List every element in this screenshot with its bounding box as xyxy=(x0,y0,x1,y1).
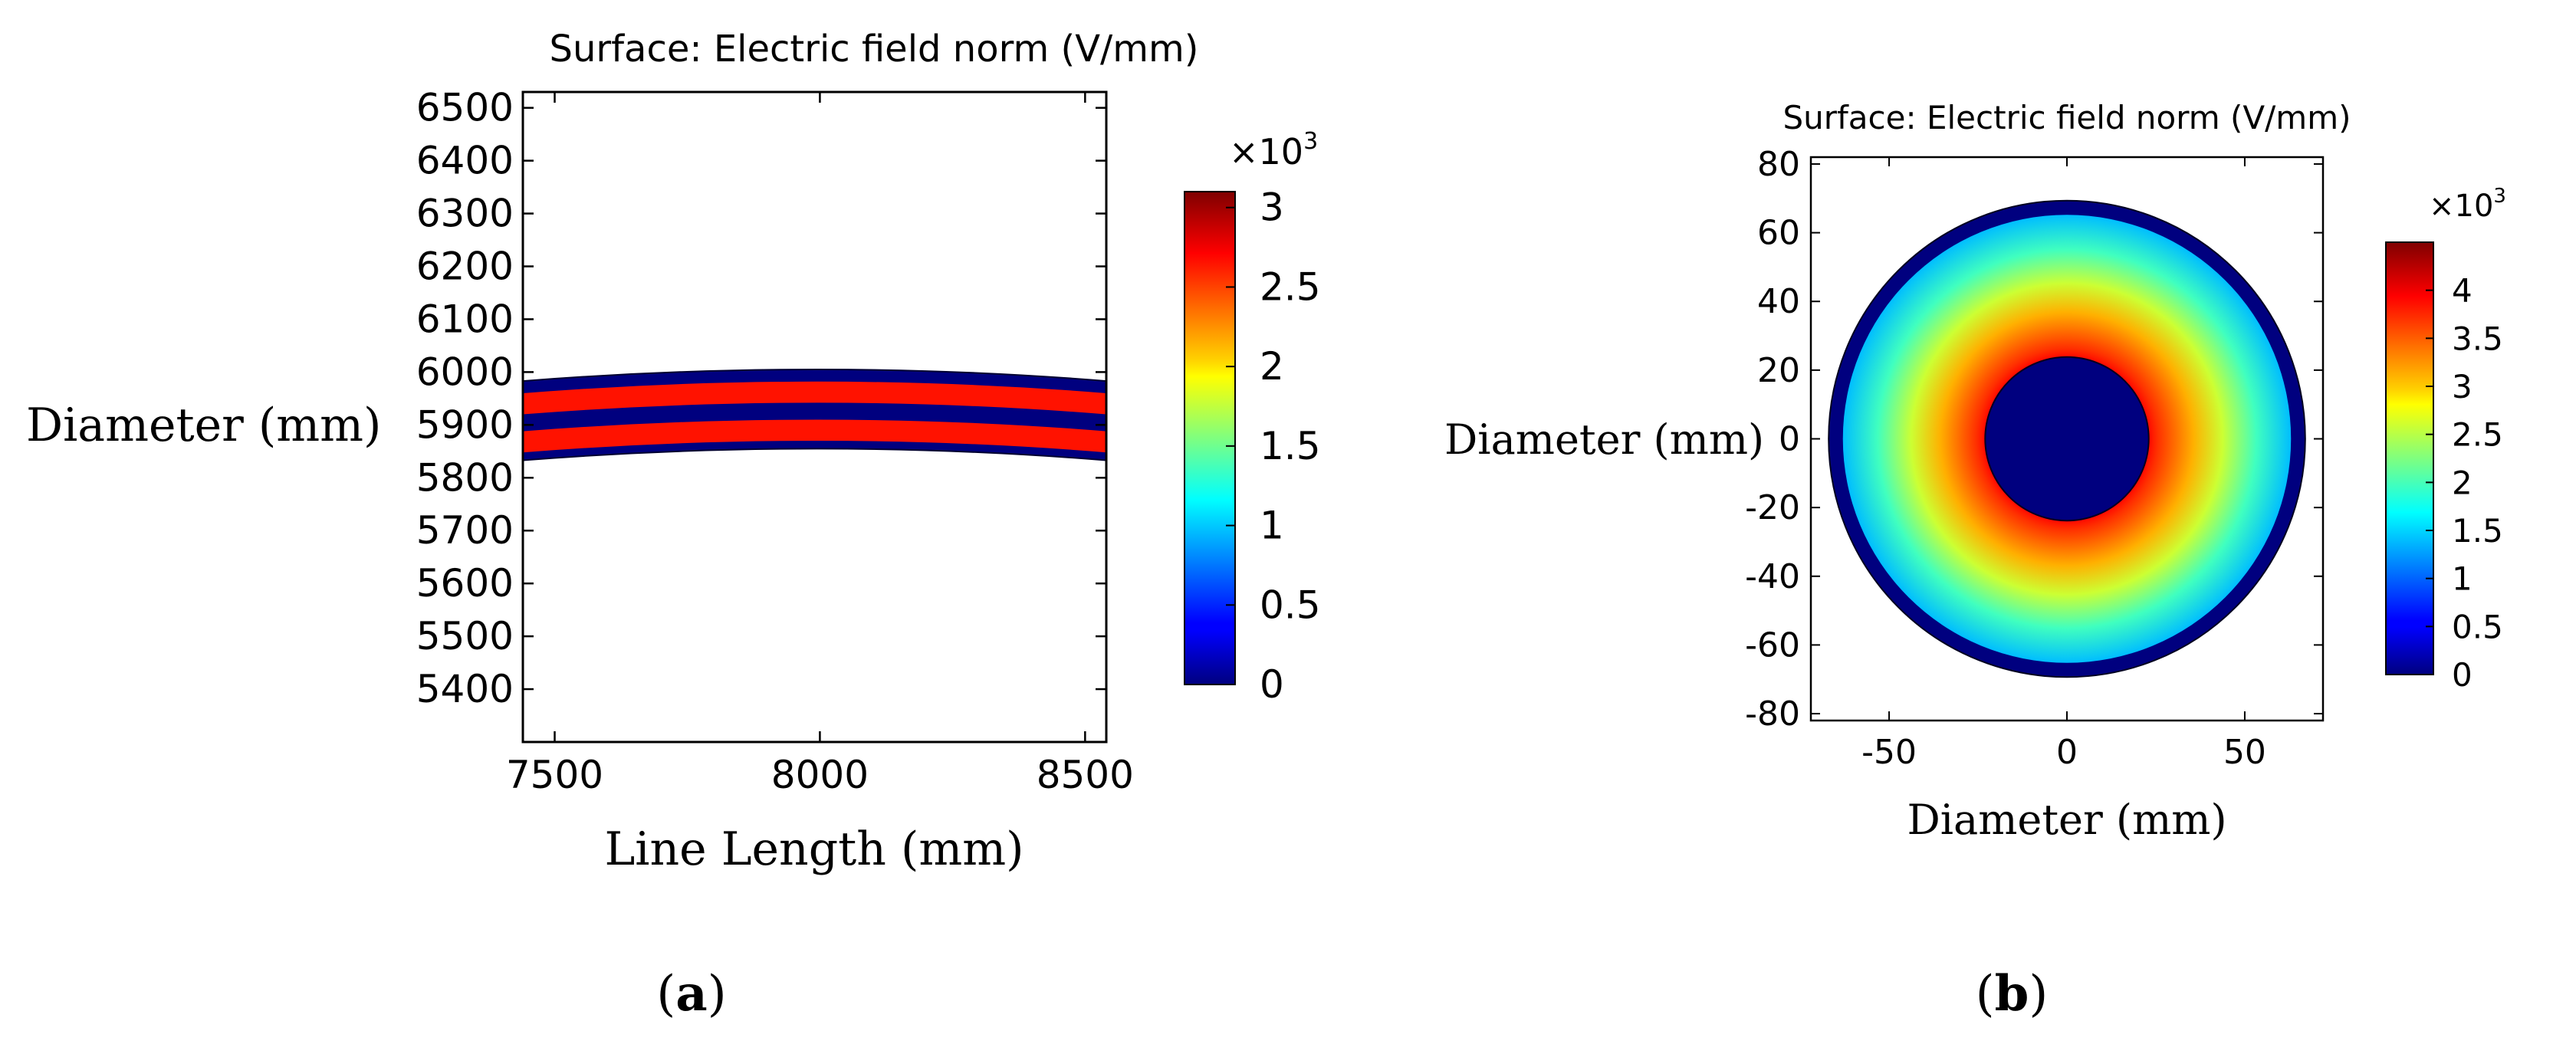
colorbar-tick-label: 1.5 xyxy=(2452,512,2503,550)
cable-cross-section xyxy=(1828,199,2306,678)
panel-b: Surface: Electric field norm (V/mm) -50 0… xyxy=(1444,99,2506,1023)
y-tick-label: 0 xyxy=(1779,420,1800,459)
chart-title: Surface: Electric field norm (V/mm) xyxy=(1783,99,2351,136)
colorbar-tick-label: 0.5 xyxy=(2452,608,2503,645)
y-tick-label: 40 xyxy=(1757,282,1800,321)
y-tick-label: 5900 xyxy=(416,402,514,447)
colorbar-tick-label: 3.5 xyxy=(2452,320,2503,357)
x-tick-label: 8500 xyxy=(1037,753,1134,797)
plot-area: 7500 8000 8500 5400 5500 5600 5700 5800 5900 6000… xyxy=(416,86,1134,797)
y-tick-label: 5700 xyxy=(416,508,514,553)
colorbar-tick-label: 2.5 xyxy=(1260,264,1321,309)
axis-ticks: 7500 8000 8500 5400 5500 5600 5700 5800 5900 6000… xyxy=(416,86,1134,797)
conductor-core xyxy=(1984,356,2150,522)
colorbar-multiplier: ×103 xyxy=(2429,185,2506,224)
y-tick-label: 6000 xyxy=(416,350,514,394)
chart-title: Surface: Electric field norm (V/mm) xyxy=(550,28,1199,71)
y-tick-label: 6400 xyxy=(416,139,514,183)
colorbar-tick-label: 2 xyxy=(1260,344,1284,389)
x-tick-label: 0 xyxy=(2056,733,2078,772)
y-tick-label: 6500 xyxy=(416,86,514,130)
colorbar-tick-label: 3 xyxy=(2452,368,2472,405)
y-axis-label: Diameter (mm) xyxy=(26,399,381,452)
y-tick-label: 6300 xyxy=(416,192,514,236)
band-lower-conductor xyxy=(523,419,1106,453)
plot-area: -50 0 50 -80 -60 -40 -20 0 20 40 60 80 xyxy=(1745,145,2325,772)
colorbar-tick-label: 1.5 xyxy=(1260,424,1321,468)
colorbar-tick-label: 1 xyxy=(2452,560,2472,598)
x-axis-label: Line Length (mm) xyxy=(604,822,1024,876)
colorbar-tick-label: 3 xyxy=(1260,185,1284,230)
colorbar-tick-label: 0.5 xyxy=(1260,583,1321,627)
x-tick-label: 7500 xyxy=(506,753,603,797)
y-tick-label: -20 xyxy=(1745,488,1800,527)
colorbar-ticks: 0 0.5 1 1.5 2 2.5 3 xyxy=(1226,185,1321,707)
y-tick-label: 5400 xyxy=(416,667,514,711)
colorbar-tick-label: 4 xyxy=(2452,272,2472,310)
x-tick-label: 8000 xyxy=(771,753,869,797)
y-tick-label: -40 xyxy=(1745,557,1800,596)
x-tick-label: 50 xyxy=(2223,733,2266,772)
colorbar-tick-label: 2 xyxy=(2452,464,2472,501)
colorbar: 0 0.5 1 1.5 2 2.5 3 ×103 xyxy=(1184,128,1321,707)
axis-ticks: -50 0 50 -80 -60 -40 -20 0 20 40 60 80 xyxy=(1745,145,2323,772)
field-bands xyxy=(522,368,1107,461)
y-tick-label: 5600 xyxy=(416,561,514,606)
colorbar-gradient xyxy=(1184,191,1236,685)
subfigure-label: (b) xyxy=(1976,965,2049,1023)
y-tick-label: 80 xyxy=(1757,145,1800,184)
y-tick-label: 5500 xyxy=(416,614,514,658)
colorbar-tick-label: 2.5 xyxy=(2452,416,2503,454)
y-tick-label: 60 xyxy=(1757,214,1800,253)
colorbar: 0 0.5 1 1.5 2 2.5 3 3.5 4 ×103 xyxy=(2385,185,2506,694)
colorbar-tick-label: 0 xyxy=(2452,656,2472,694)
x-axis-label: Diameter (mm) xyxy=(1907,796,2226,844)
colorbar-ticks: 0 0.5 1 1.5 2 2.5 3 3.5 4 xyxy=(2426,272,2503,694)
plot-frame xyxy=(521,90,1108,744)
y-tick-label: 5800 xyxy=(416,455,514,500)
y-tick-label: 6100 xyxy=(416,297,514,341)
y-tick-label: -60 xyxy=(1745,625,1800,665)
colorbar-tick-label: 0 xyxy=(1260,662,1284,707)
panel-a: Surface: Electric field norm (V/mm) 7500… xyxy=(26,28,1321,1023)
colorbar-tick-label: 1 xyxy=(1260,504,1284,548)
x-tick-label: -50 xyxy=(1861,733,1917,772)
colorbar-gradient xyxy=(2385,241,2434,675)
y-axis-label: Diameter (mm) xyxy=(1444,415,1764,464)
band-upper-conductor xyxy=(523,381,1106,415)
y-tick-label: -80 xyxy=(1745,694,1800,734)
y-tick-label: 20 xyxy=(1757,351,1800,390)
subfigure-label: (a) xyxy=(656,965,726,1023)
colorbar-multiplier: ×103 xyxy=(1229,128,1318,172)
y-tick-label: 6200 xyxy=(416,245,514,289)
